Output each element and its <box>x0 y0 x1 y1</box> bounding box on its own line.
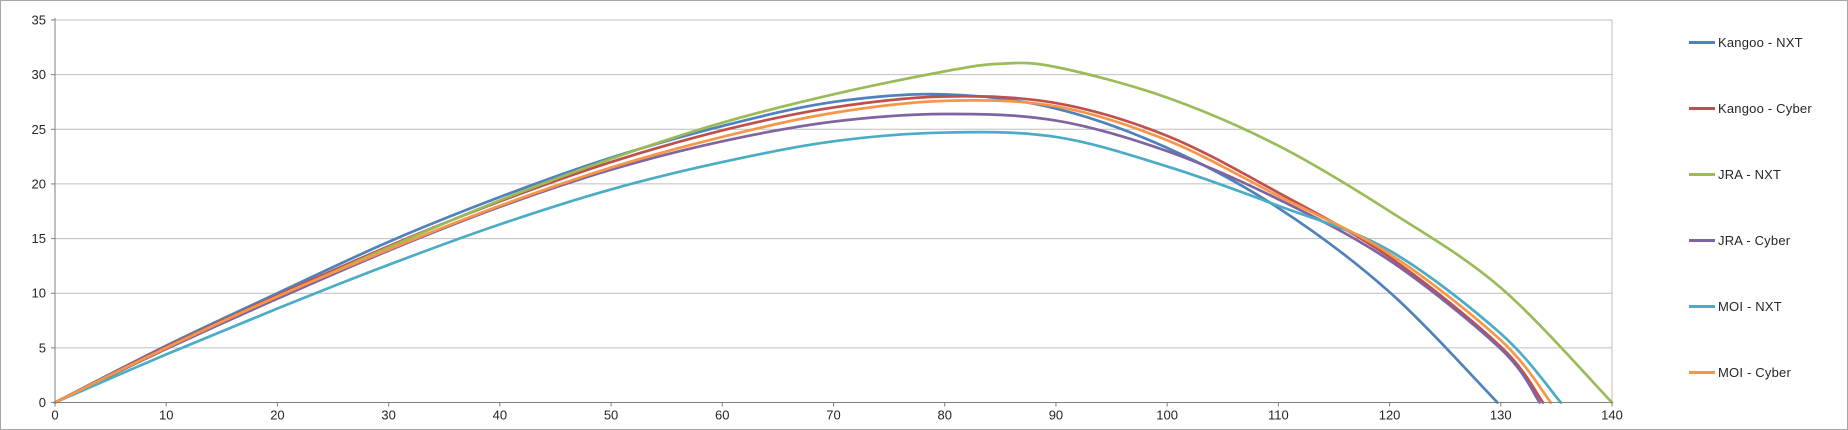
legend-swatch-line <box>1689 106 1715 110</box>
legend-swatch-line <box>1689 304 1715 308</box>
legend-label: MOI - NXT <box>1718 298 1782 314</box>
legend-swatch-line <box>1689 238 1715 242</box>
legend-swatch-line <box>1689 172 1715 176</box>
x-axis-tick-label: 70 <box>826 408 840 423</box>
y-axis-tick-label: 5 <box>39 340 46 355</box>
x-axis-tick-label: 110 <box>1268 408 1289 423</box>
x-axis-tick-label: 50 <box>604 408 618 423</box>
legend-item-jra-cyber: JRA - Cyber <box>1689 230 1839 250</box>
legend-label: JRA - Cyber <box>1718 232 1791 248</box>
y-axis-tick-label: 15 <box>32 231 46 246</box>
legend-item-jra-nxt: JRA - NXT <box>1689 164 1839 184</box>
x-axis-tick-label: 30 <box>381 408 395 423</box>
series-line-kangoo-cyber <box>53 94 1545 404</box>
legend-swatch-line <box>1689 370 1715 374</box>
legend-swatch-line <box>1689 40 1715 44</box>
legend-item-kangoo-nxt: Kangoo - NXT <box>1689 32 1839 52</box>
x-axis-tick-label: 20 <box>270 408 284 423</box>
y-axis-tick-label: 35 <box>32 13 46 28</box>
legend-label: Kangoo - Cyber <box>1718 100 1812 116</box>
x-axis-tick-label: 130 <box>1490 408 1512 423</box>
series-line-moi-nxt <box>53 130 1563 404</box>
legend-label: Kangoo - NXT <box>1718 34 1803 50</box>
x-axis-tick-label: 90 <box>1049 408 1063 423</box>
legend-label: MOI - Cyber <box>1718 364 1791 380</box>
y-axis-tick-label: 25 <box>32 122 46 137</box>
series-line-jra-cyber <box>53 112 1542 404</box>
x-axis-tick-label: 80 <box>937 408 951 423</box>
x-axis-tick-label: 100 <box>1156 408 1178 423</box>
x-axis-tick-label: 60 <box>715 408 729 423</box>
x-axis-tick-label: 40 <box>493 408 507 423</box>
y-axis-tick-label: 20 <box>32 176 46 191</box>
x-axis-tick-label: 10 <box>159 408 173 423</box>
legend-item-kangoo-cyber: Kangoo - Cyber <box>1689 98 1839 118</box>
legend-item-moi-nxt: MOI - NXT <box>1689 296 1839 316</box>
y-axis-tick-label: 0 <box>39 395 46 410</box>
series-line-kangoo-nxt <box>53 92 1499 404</box>
x-axis-tick-label: 120 <box>1379 408 1401 423</box>
y-axis-tick-label: 30 <box>32 67 46 82</box>
y-axis-tick-label: 10 <box>32 286 46 301</box>
x-axis-tick-label: 0 <box>51 408 58 423</box>
legend-label: JRA - NXT <box>1718 166 1782 182</box>
x-axis-tick-label: 140 <box>1601 408 1623 423</box>
legend-item-moi-cyber: MOI - Cyber <box>1689 362 1839 382</box>
chart-legend: Kangoo - NXT Kangoo - Cyber JRA - NXT JR… <box>1689 32 1839 382</box>
series-line-moi-cyber <box>53 98 1553 404</box>
